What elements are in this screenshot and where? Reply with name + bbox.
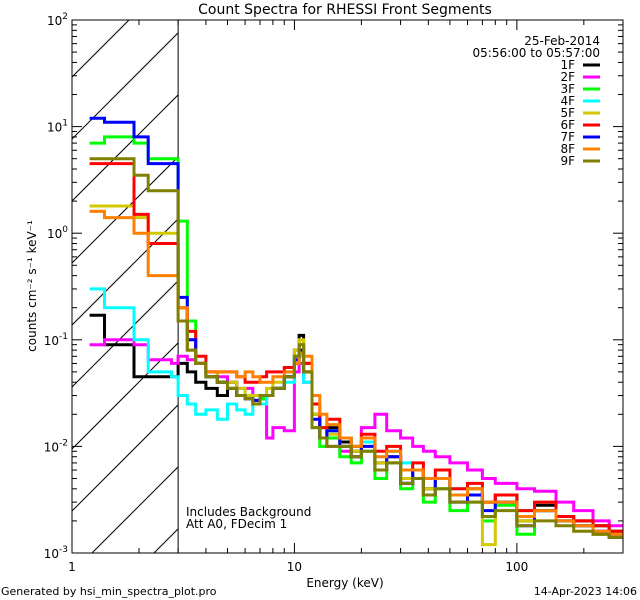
hatched-region	[0, 0, 640, 553]
y-tick-label: 102	[47, 12, 68, 28]
legend-label-3F: 3F	[560, 82, 575, 96]
legend-label-9F: 9F	[560, 154, 575, 168]
hatch-line	[72, 156, 179, 264]
legend-label-6F: 6F	[560, 118, 575, 132]
hatch-line	[72, 404, 179, 512]
legend-label-8F: 8F	[560, 142, 575, 156]
series-line-3F	[89, 135, 623, 539]
legend-label-1F: 1F	[560, 58, 575, 72]
hatch-line	[72, 20, 130, 78]
x-tick-label: 10	[287, 560, 302, 574]
y-tick-label: 101	[47, 119, 68, 135]
legend-label-7F: 7F	[560, 130, 575, 144]
x-tick-label: 1	[68, 560, 76, 574]
x-axis-label: Energy (keV)	[306, 576, 383, 590]
hatch-line	[216, 0, 640, 553]
legend-header-line: 05:56:00 to 05:57:00	[473, 46, 600, 60]
legend-label-2F: 2F	[560, 70, 575, 84]
series-line-7F	[89, 116, 623, 539]
legend-label-4F: 4F	[560, 94, 575, 108]
legend-label-5F: 5F	[560, 106, 575, 120]
y-tick-label: 10-1	[44, 332, 68, 348]
y-tick-label: 10-3	[44, 545, 68, 561]
y-tick-label: 10-2	[44, 438, 68, 454]
series-line-2F	[89, 338, 623, 528]
chart-title: Count Spectra for RHESSI Front Segments	[198, 2, 492, 18]
hatch-line	[0, 0, 134, 553]
y-axis-label: counts cm⁻² s⁻¹ keV⁻¹	[25, 220, 39, 352]
legend-header-line: 25-Feb-2014	[524, 34, 600, 48]
annotation-text: Att A0, FDecim 1	[186, 517, 287, 531]
x-tick-label: 100	[505, 560, 528, 574]
hatch-line	[72, 32, 179, 140]
series-line-1F	[89, 313, 623, 533]
y-tick-label: 100	[47, 225, 68, 241]
footer-generated-by: Generated by hsi_min_spectra_plot.pro	[1, 585, 217, 598]
hatch-line	[72, 218, 179, 326]
footer-date: 14-Apr-2023 14:06	[534, 585, 637, 598]
series-line-9F	[89, 157, 623, 539]
series-group	[89, 116, 623, 547]
plot-frame	[71, 19, 624, 554]
series-line-4F	[89, 287, 623, 536]
annotation-text: Includes Background	[186, 505, 311, 519]
